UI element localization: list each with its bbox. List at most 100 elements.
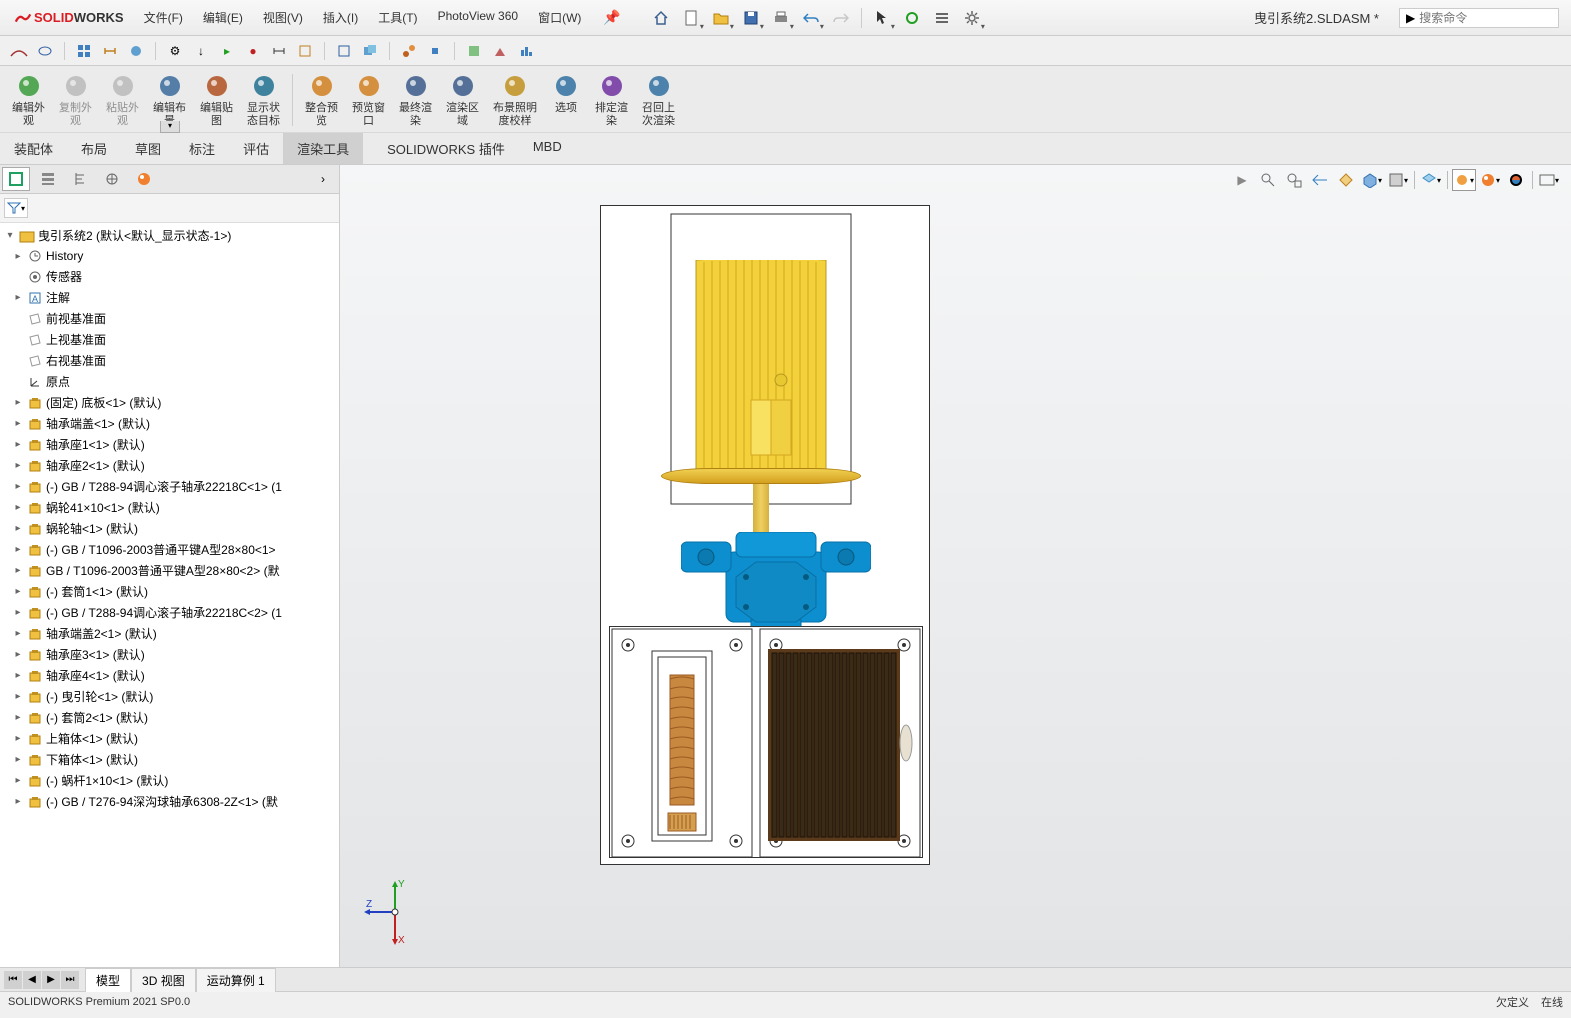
menu-tools[interactable]: 工具(T) bbox=[368, 5, 427, 30]
motion-icon[interactable] bbox=[398, 40, 420, 62]
arrow-down-icon[interactable]: ↓ bbox=[190, 40, 212, 62]
tab-layout[interactable]: 布局 bbox=[67, 133, 121, 164]
tree-item-10[interactable]: ▸轴承座2<1> (默认) bbox=[0, 455, 339, 476]
tab-prev-icon[interactable]: ◀ bbox=[23, 971, 41, 989]
select-icon[interactable] bbox=[868, 6, 896, 30]
zoom-area-icon[interactable] bbox=[1282, 169, 1306, 191]
measure-icon[interactable] bbox=[8, 40, 30, 62]
arc-icon[interactable] bbox=[34, 40, 56, 62]
tree-item-17[interactable]: ▸(-) GB / T288-94调心滚子轴承22218C<2> (1 bbox=[0, 602, 339, 623]
tree-item-23[interactable]: ▸上箱体<1> (默认) bbox=[0, 728, 339, 749]
tree-item-8[interactable]: ▸轴承端盖<1> (默认) bbox=[0, 413, 339, 434]
tab-sketch[interactable]: 草图 bbox=[121, 133, 175, 164]
options-list-icon[interactable] bbox=[928, 6, 956, 30]
menu-photoview[interactable]: PhotoView 360 bbox=[428, 5, 529, 30]
ribbon-tool-9[interactable]: 渲染区域 bbox=[440, 70, 485, 130]
tab-addins[interactable]: SOLIDWORKS 插件 bbox=[373, 133, 519, 164]
tree-item-24[interactable]: ▸下箱体<1> (默认) bbox=[0, 749, 339, 770]
prev-view-icon[interactable] bbox=[1308, 169, 1332, 191]
open-icon[interactable] bbox=[707, 6, 735, 30]
ribbon-tool-12[interactable]: 排定渲染 bbox=[589, 70, 634, 130]
ribbon-tool-13[interactable]: 召回上次渲染 bbox=[636, 70, 681, 130]
ribbon-tool-6[interactable]: 整合预览 bbox=[299, 70, 344, 130]
ribbon-tool-10[interactable]: 布景照明度校样 bbox=[487, 70, 543, 130]
tree-item-11[interactable]: ▸(-) GB / T288-94调心滚子轴承22218C<1> (1 bbox=[0, 476, 339, 497]
explode-icon[interactable] bbox=[424, 40, 446, 62]
section-icon[interactable] bbox=[1334, 169, 1358, 191]
new-icon[interactable] bbox=[677, 6, 705, 30]
filter-icon[interactable]: ▾ bbox=[4, 198, 28, 218]
tree-item-18[interactable]: ▸轴承端盖2<1> (默认) bbox=[0, 623, 339, 644]
tree-item-6[interactable]: 原点 bbox=[0, 371, 339, 392]
stop-icon[interactable]: ● bbox=[242, 40, 264, 62]
ribbon-collapse-grip[interactable]: ▾ bbox=[160, 121, 180, 133]
tab-first-icon[interactable]: ⏮ bbox=[4, 971, 22, 989]
menu-file[interactable]: 文件(F) bbox=[134, 5, 193, 30]
menu-insert[interactable]: 插入(I) bbox=[313, 5, 368, 30]
tree-item-12[interactable]: ▸蜗轮41×10<1> (默认) bbox=[0, 497, 339, 518]
zoom-fit-icon[interactable] bbox=[1256, 169, 1280, 191]
tree-item-13[interactable]: ▸蜗轮轴<1> (默认) bbox=[0, 518, 339, 539]
panel-expand-icon[interactable]: › bbox=[309, 167, 337, 191]
display-style-icon[interactable]: ▾ bbox=[1386, 169, 1410, 191]
ribbon-tool-4[interactable]: 编辑贴图 bbox=[194, 70, 239, 130]
search-input[interactable] bbox=[1419, 11, 1552, 25]
tree-item-2[interactable]: ▸A注解 bbox=[0, 287, 339, 308]
tab-render[interactable]: 渲染工具 bbox=[283, 133, 363, 164]
ribbon-tool-7[interactable]: 预览窗口 bbox=[346, 70, 391, 130]
graphics-viewport[interactable]: ▶ ▾ ▾ ▾ ▾ ▾ ▾ bbox=[340, 165, 1571, 967]
feature-tree-tab-icon[interactable] bbox=[2, 167, 30, 191]
print-icon[interactable] bbox=[767, 6, 795, 30]
menu-edit[interactable]: 编辑(E) bbox=[193, 5, 253, 30]
edit-appearance-icon[interactable]: ▾ bbox=[1452, 169, 1476, 191]
orientation-triad[interactable]: X Y Z bbox=[360, 877, 430, 947]
tree-item-4[interactable]: 上视基准面 bbox=[0, 329, 339, 350]
snap-icon[interactable] bbox=[333, 40, 355, 62]
square-icon[interactable] bbox=[294, 40, 316, 62]
tree-item-5[interactable]: 右视基准面 bbox=[0, 350, 339, 371]
tree-item-1[interactable]: 传感器 bbox=[0, 266, 339, 287]
pin-icon[interactable]: 📌 bbox=[597, 9, 626, 26]
tree-item-3[interactable]: 前视基准面 bbox=[0, 308, 339, 329]
tree-item-14[interactable]: ▸(-) GB / T1096-2003普通平键A型28×80<1> bbox=[0, 539, 339, 560]
play-view-icon[interactable]: ▶ bbox=[1230, 169, 1254, 191]
ribbon-tool-0[interactable]: 编辑外观 bbox=[6, 70, 51, 130]
ribbon-tool-11[interactable]: 选项 bbox=[545, 70, 587, 130]
tree-item-9[interactable]: ▸轴承座1<1> (默认) bbox=[0, 434, 339, 455]
ribbon-tool-8[interactable]: 最终渲染 bbox=[393, 70, 438, 130]
fan-icon[interactable] bbox=[125, 40, 147, 62]
menu-window[interactable]: 窗口(W) bbox=[528, 5, 591, 30]
gear2-icon[interactable]: ⚙ bbox=[164, 40, 186, 62]
ribbon-tool-5[interactable]: 显示状态目标 bbox=[241, 70, 286, 130]
tree-item-21[interactable]: ▸(-) 曳引轮<1> (默认) bbox=[0, 686, 339, 707]
orientation-icon[interactable]: ▾ bbox=[1360, 169, 1384, 191]
tab-last-icon[interactable]: ⏭ bbox=[61, 971, 79, 989]
config-tab-icon[interactable] bbox=[66, 167, 94, 191]
tree-root[interactable]: ▾曳引系统2 (默认<默认_显示状态-1>) bbox=[0, 225, 339, 246]
rebuild-icon[interactable] bbox=[898, 6, 926, 30]
home-icon[interactable] bbox=[647, 6, 675, 30]
tree-item-26[interactable]: ▸(-) GB / T276-94深沟球轴承6308-2Z<1> (默 bbox=[0, 791, 339, 812]
undo-icon[interactable] bbox=[797, 6, 825, 30]
3dview-tab[interactable]: 3D 视图 bbox=[131, 968, 196, 992]
study3-icon[interactable] bbox=[515, 40, 537, 62]
grid-icon[interactable] bbox=[73, 40, 95, 62]
tab-annotate[interactable]: 标注 bbox=[175, 133, 229, 164]
tab-assembly[interactable]: 装配体 bbox=[0, 133, 67, 164]
play-icon[interactable]: ▸ bbox=[216, 40, 238, 62]
scene-icon[interactable]: ▾ bbox=[1478, 169, 1502, 191]
appearance-tab-icon[interactable] bbox=[130, 167, 158, 191]
tree-item-16[interactable]: ▸(-) 套筒1<1> (默认) bbox=[0, 581, 339, 602]
menu-view[interactable]: 视图(V) bbox=[253, 5, 313, 30]
tree-item-22[interactable]: ▸(-) 套筒2<1> (默认) bbox=[0, 707, 339, 728]
model-tab[interactable]: 模型 bbox=[85, 968, 131, 992]
render-icon[interactable] bbox=[1504, 169, 1528, 191]
gear-icon[interactable] bbox=[958, 6, 986, 30]
tab-evaluate[interactable]: 评估 bbox=[229, 133, 283, 164]
study1-icon[interactable] bbox=[463, 40, 485, 62]
tree-item-7[interactable]: ▸(固定) 底板<1> (默认) bbox=[0, 392, 339, 413]
dup-icon[interactable] bbox=[359, 40, 381, 62]
link-icon[interactable] bbox=[99, 40, 121, 62]
tab-next-icon[interactable]: ▶ bbox=[42, 971, 60, 989]
scale-icon[interactable] bbox=[268, 40, 290, 62]
